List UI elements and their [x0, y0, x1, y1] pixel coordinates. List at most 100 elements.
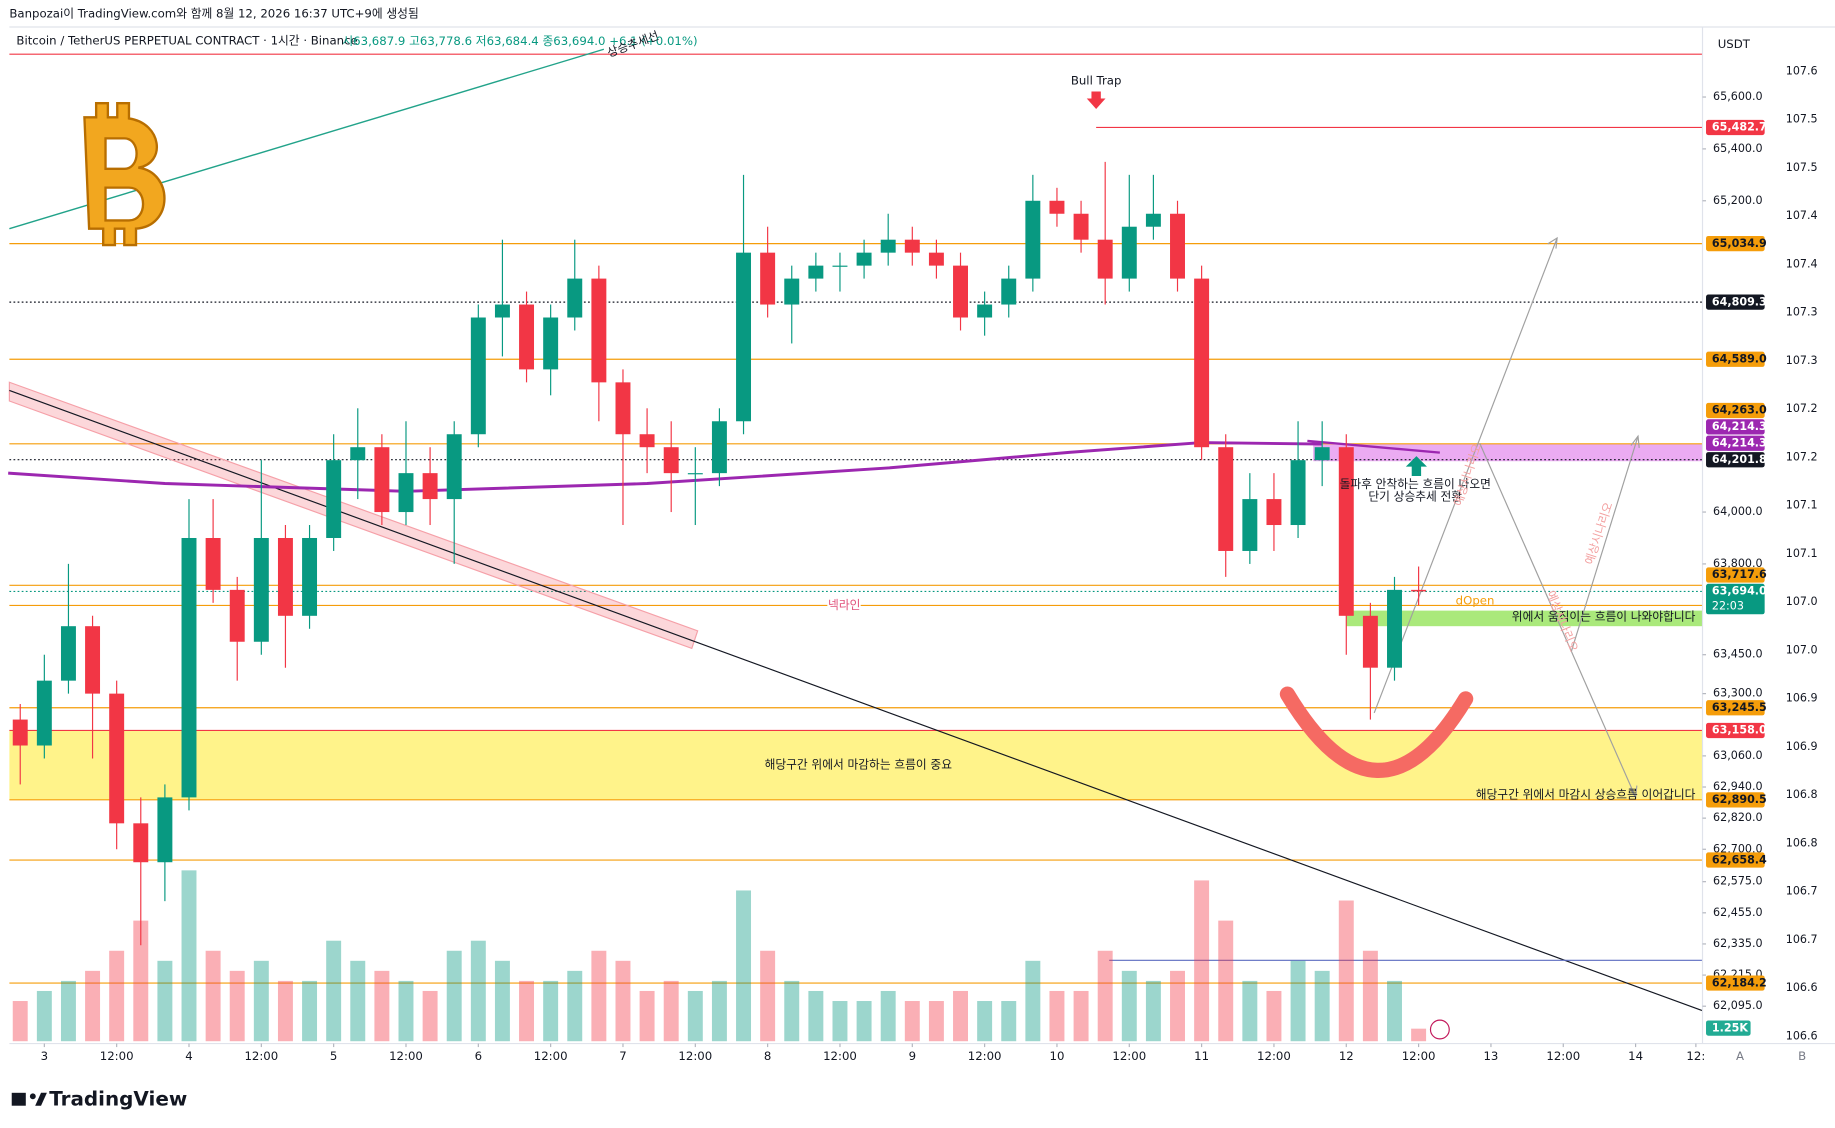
scenario-lines — [1373, 236, 1640, 800]
x-tick-label: 10 — [1049, 1049, 1064, 1063]
axes: 65,600.0 65,400.0 65,200.0 64,000.0 63,800.0… — [41, 64, 1818, 1063]
volume-bar — [1338, 900, 1354, 1042]
candle-body — [1338, 447, 1354, 616]
x-tick-label: 12:00 — [678, 1049, 712, 1063]
logo-mark — [11, 1092, 26, 1106]
y-tick-label: 62,335.0 — [1713, 937, 1763, 950]
volume-bar — [1411, 1028, 1427, 1042]
volume-bar — [1218, 920, 1234, 1042]
candle-body — [1170, 213, 1185, 279]
x-tick-label: 6 — [475, 1049, 482, 1063]
x-tick-label: 4 — [185, 1049, 192, 1063]
x-tick-label: 12:00 — [1402, 1049, 1436, 1063]
volume-bar — [446, 950, 462, 1042]
candle-body — [157, 797, 173, 863]
price-tag — [1706, 567, 1765, 583]
volume-bar — [928, 1001, 944, 1042]
candle-body — [1073, 213, 1089, 240]
candle-body — [1266, 499, 1282, 526]
x-tick-label: 7 — [619, 1049, 626, 1063]
moving-average — [8, 441, 1323, 493]
price-tag — [1706, 119, 1765, 136]
zone-label: dOpen — [1456, 594, 1495, 608]
candle-body — [880, 239, 896, 253]
candle-body — [1025, 200, 1041, 279]
x-tick-label: 12:00 — [534, 1049, 568, 1063]
y-tick-label: 63,450.0 — [1713, 648, 1763, 661]
candle-body — [1049, 200, 1065, 214]
x-tick-label: 12: — [1686, 1049, 1705, 1063]
x-tick-label: 13 — [1483, 1049, 1498, 1063]
volume-bar — [1170, 970, 1185, 1042]
volume-bar — [326, 940, 342, 1042]
y-tick-label: 65,600.0 — [1713, 90, 1763, 103]
candle-body — [181, 537, 197, 798]
x-tick-label: 5 — [330, 1049, 337, 1063]
candle-body — [856, 252, 872, 266]
y-tick-label: 62,940.0 — [1713, 780, 1763, 793]
candle-body — [832, 265, 848, 267]
alert-icon[interactable] — [1429, 1019, 1450, 1040]
candle-body — [953, 265, 968, 318]
candle-body — [904, 239, 920, 253]
y-tick-label: 62,575.0 — [1713, 875, 1763, 888]
zone — [9, 730, 1703, 800]
candle-body — [567, 278, 583, 318]
x-tick-label: 11 — [1194, 1049, 1209, 1063]
trend-line — [9, 48, 605, 230]
candle-body — [446, 434, 462, 500]
y2-tick-label: 107.4 — [1786, 209, 1818, 222]
candle-body — [205, 537, 221, 590]
y-tick-label: 65,400.0 — [1713, 142, 1763, 155]
volume-tag — [1706, 1020, 1751, 1036]
price-tag — [1706, 852, 1765, 868]
y2-tick-label: 107.1 — [1786, 499, 1818, 512]
arrow-head — [1547, 236, 1558, 249]
note: 해당구간 위에서 마감시 상승흐름 이어갑니다 — [1476, 787, 1696, 801]
candle-body — [615, 382, 631, 435]
zone — [1313, 443, 1703, 462]
price-tag-label: 62,184.2 — [1712, 976, 1767, 989]
candle-body — [1218, 447, 1234, 551]
price-tag-label: 65,034.9 — [1712, 237, 1767, 250]
y2-tick-label: 107.0 — [1786, 595, 1818, 608]
candle-body — [350, 447, 366, 461]
arrow-head — [1630, 434, 1640, 448]
candle-body — [374, 447, 390, 513]
price-tag — [1706, 351, 1765, 367]
candle-body — [1314, 447, 1330, 461]
symbol: Bitcoin / TetherUS PERPETUAL CONTRACT · … — [16, 34, 357, 48]
x-tick-label: 9 — [909, 1049, 916, 1063]
price-tag — [1706, 294, 1765, 310]
smile-arc — [1279, 686, 1474, 778]
candle-body — [1411, 589, 1427, 592]
volume-bar — [663, 980, 679, 1042]
x-tick-label: 12 — [1339, 1049, 1354, 1063]
logo-text: TradingView — [49, 1087, 187, 1110]
y2-tick-label: 106.8 — [1786, 788, 1818, 801]
candle-body — [422, 473, 438, 500]
y-tick-label: 62,455.0 — [1713, 906, 1763, 919]
x-tick-label: 12:00 — [389, 1049, 423, 1063]
volume-bar — [470, 940, 486, 1042]
volume-bar — [60, 980, 76, 1042]
candle-body — [543, 317, 559, 370]
volume-bar — [519, 980, 535, 1042]
x-tick-label: 12:00 — [100, 1049, 134, 1063]
volume-bar — [736, 890, 752, 1042]
candle-body — [302, 537, 318, 616]
price-tag — [1706, 235, 1765, 252]
y-tick-label: 63,800.0 — [1713, 557, 1763, 570]
y-tick-label: 64,000.0 — [1713, 505, 1763, 518]
volume-bar — [687, 990, 703, 1042]
ohlc-low: 저63,684.4 — [476, 34, 539, 48]
volume-bar — [639, 990, 655, 1042]
price-tag — [1706, 722, 1765, 739]
price-tag-label: 64,589.0 — [1712, 353, 1767, 366]
candle-body — [277, 537, 293, 616]
y2-tick-label: 106.6 — [1786, 981, 1818, 994]
candle-body — [229, 589, 245, 642]
scale-button[interactable]: A — [1736, 1049, 1744, 1063]
price-tag — [1706, 583, 1765, 615]
scale-button[interactable]: B — [1798, 1049, 1806, 1063]
